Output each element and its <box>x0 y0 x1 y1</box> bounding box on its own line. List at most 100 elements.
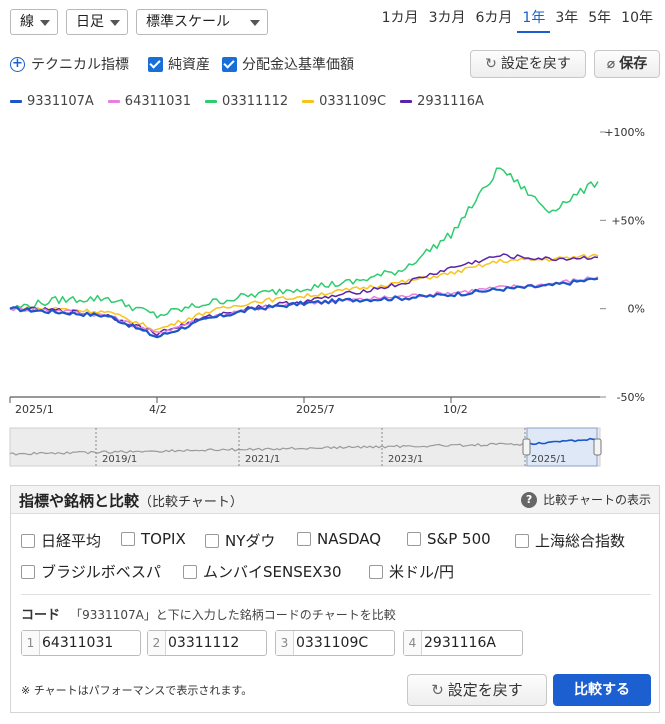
legend-item: 2931116A <box>400 94 484 109</box>
y-tick-label: +100% <box>604 126 645 139</box>
index-checkbox-sp500[interactable]: S&P 500 <box>407 530 491 548</box>
series-line <box>9 277 599 339</box>
period-tab-1m[interactable]: 1カ月 <box>381 10 419 26</box>
compare-submit-button[interactable]: 比較する <box>553 674 651 706</box>
code-input-3[interactable] <box>296 631 392 655</box>
legend-label: 03311112 <box>221 94 289 109</box>
compare-reset-label: 設定を戻す <box>447 681 523 699</box>
navigator-left-handle[interactable] <box>522 438 531 456</box>
checkbox-icon[interactable] <box>297 532 311 546</box>
code-field-4: 4 <box>403 630 523 656</box>
code-input-1[interactable] <box>42 631 138 655</box>
code-label-title: コード <box>21 608 61 623</box>
period-tab-5y[interactable]: 5年 <box>588 10 612 26</box>
navigator-right-handle[interactable] <box>593 438 602 456</box>
checkbox-checked-icon[interactable] <box>222 56 237 72</box>
index-label: 上海総合指数 <box>535 532 626 550</box>
index-checkbox-nikkei[interactable]: 日経平均 <box>21 530 101 551</box>
checkbox-icon[interactable] <box>369 564 383 579</box>
chart-options: + テクニカル指標 純資産 分配金込基準価額 ↻ 設定を戻す ⌀ 保存 <box>10 50 660 78</box>
range-navigator[interactable]: 2019/1 2021/1 2023/1 2025/1 <box>9 427 602 467</box>
save-label: 保存 <box>619 56 648 72</box>
x-tick-label: 4/2 <box>149 403 167 416</box>
index-label: 日経平均 <box>41 532 102 550</box>
index-checkbox-shanghai[interactable]: 上海総合指数 <box>515 530 625 551</box>
code-field-number: 3 <box>276 631 294 655</box>
x-axis: 2025/1 4/2 2025/7 10/2 <box>9 397 468 416</box>
save-button[interactable]: ⌀ 保存 <box>594 50 660 78</box>
period-tab-6m[interactable]: 6カ月 <box>475 10 513 26</box>
navigator-selection[interactable] <box>526 427 598 467</box>
compare-help-link[interactable]: ? 比較チャートの表示 <box>521 491 651 508</box>
code-field-number: 2 <box>148 631 166 655</box>
index-checkbox-topix[interactable]: TOPIX <box>121 530 186 548</box>
code-field-3: 3 <box>275 630 395 656</box>
code-field-1: 1 <box>21 630 141 656</box>
index-label: NYダウ <box>225 532 276 550</box>
checkbox-icon[interactable] <box>183 564 197 579</box>
compare-reset-button[interactable]: ↻ 設定を戻す <box>407 674 547 706</box>
plus-circle-icon: + <box>10 56 25 72</box>
series-line <box>9 253 599 337</box>
checkbox-icon[interactable] <box>21 533 35 548</box>
compare-help-label: 比較チャートの表示 <box>543 493 651 507</box>
legend-item: 64311031 <box>107 94 191 109</box>
checkbox-icon[interactable] <box>121 532 135 546</box>
chart-type-select[interactable]: 線 <box>10 9 58 35</box>
legend-item: 9331107A <box>10 94 94 109</box>
technical-indicator-label: テクニカル指標 <box>31 57 129 73</box>
paperclip-icon: ⌀ <box>606 56 616 72</box>
checkbox-icon[interactable] <box>515 533 529 548</box>
chevron-down-icon <box>40 20 50 26</box>
checkbox-checked-icon[interactable] <box>148 56 163 72</box>
index-checkbox-nasdaq[interactable]: NASDAQ <box>297 530 381 548</box>
index-label: 米ドル/円 <box>389 563 455 581</box>
checkbox-icon[interactable] <box>407 532 421 546</box>
period-tab-3m[interactable]: 3カ月 <box>428 10 466 26</box>
navigator-label: 2021/1 <box>245 454 280 465</box>
legend-item: 0331109C <box>302 94 386 109</box>
index-checkbox-nydow[interactable]: NYダウ <box>205 530 275 551</box>
code-label: コード 「9331107A」と下に入力した銘柄コードのチャートを比較 <box>21 604 396 623</box>
code-input-2[interactable] <box>168 631 264 655</box>
checkbox-icon[interactable] <box>205 533 219 548</box>
refresh-icon: ↻ <box>485 56 497 72</box>
scale-value: 標準スケール <box>146 14 230 30</box>
x-tick-label: 10/2 <box>443 403 468 416</box>
refresh-icon: ↻ <box>431 681 444 699</box>
technical-indicator-button[interactable]: + テクニカル指標 <box>10 54 129 74</box>
period-tabs: 1カ月 3カ月 6カ月 1年 3年 5年 10年 <box>377 9 658 33</box>
code-field-number: 4 <box>404 631 422 655</box>
chevron-down-icon <box>250 20 260 26</box>
code-field-2: 2 <box>147 630 267 656</box>
x-tick-label: 2025/7 <box>296 403 335 416</box>
series-line <box>9 253 599 332</box>
net-assets-checkbox[interactable]: 純資産 <box>148 54 210 74</box>
index-label: S&P 500 <box>427 530 491 548</box>
index-checkbox-bovespa[interactable]: ブラジルボベスパ <box>21 561 161 582</box>
x-tick-label: 2025/1 <box>15 403 54 416</box>
period-tab-1y[interactable]: 1年 <box>517 9 551 33</box>
code-label-note: 「9331107A」と下に入力した銘柄コードのチャートを比較 <box>70 608 396 622</box>
index-label: ムンバイSENSEX30 <box>203 563 342 581</box>
interval-select[interactable]: 日足 <box>66 9 128 35</box>
interval-value: 日足 <box>76 14 104 30</box>
period-tab-10y[interactable]: 10年 <box>621 10 653 26</box>
legend-swatch <box>400 100 413 103</box>
index-checkbox-sensex[interactable]: ムンバイSENSEX30 <box>183 561 342 582</box>
code-input-4[interactable] <box>424 631 520 655</box>
period-tab-3y[interactable]: 3年 <box>555 10 579 26</box>
chart-toolbar: 線 日足 標準スケール 1カ月 3カ月 6カ月 1年 3年 5年 10年 <box>10 9 660 35</box>
performance-note: ※ チャートはパフォーマンスで表示されます。 <box>21 684 253 697</box>
compare-title-text: 指標や銘柄と比較 <box>19 492 140 510</box>
scale-select[interactable]: 標準スケール <box>136 9 268 35</box>
legend-label: 9331107A <box>27 94 94 109</box>
legend-label: 64311031 <box>124 94 191 109</box>
checkbox-icon[interactable] <box>21 564 35 579</box>
navigator-background <box>9 427 601 467</box>
reinvest-checkbox[interactable]: 分配金込基準価額 <box>222 54 354 74</box>
legend-swatch <box>204 100 217 103</box>
reset-settings-button[interactable]: ↻ 設定を戻す <box>470 50 586 78</box>
performance-chart: +100% +50% 0% -50% 2025/1 4/2 2025/7 10/2 2019… <box>9 126 645 467</box>
index-checkbox-usdjpy[interactable]: 米ドル/円 <box>369 561 454 582</box>
